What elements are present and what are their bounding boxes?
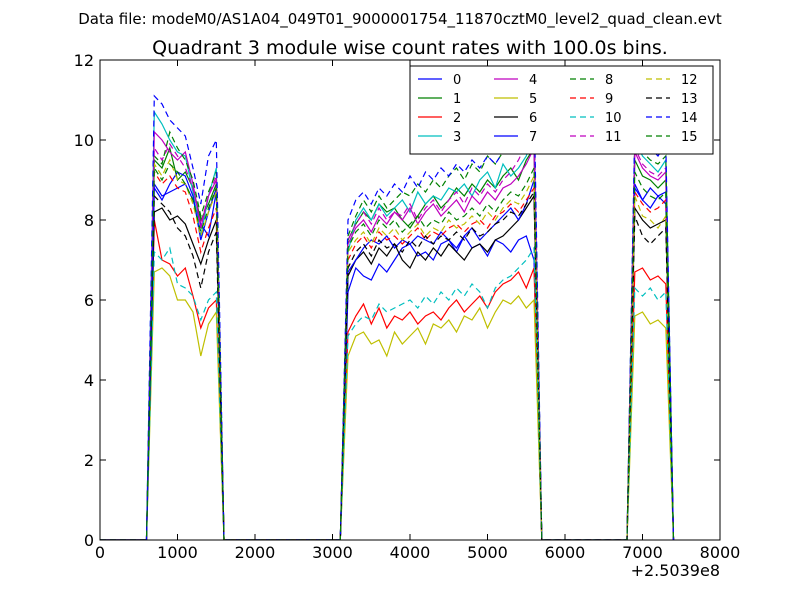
x-tick-label: 0 xyxy=(95,543,105,562)
legend-label: 3 xyxy=(453,130,461,145)
x-tick-label: 1000 xyxy=(157,543,198,562)
series-line-13 xyxy=(100,190,675,540)
legend-label: 15 xyxy=(681,130,698,145)
x-tick-label: 3000 xyxy=(312,543,353,562)
legend-label: 2 xyxy=(453,111,461,126)
legend-label: 14 xyxy=(681,111,698,126)
legend-label: 13 xyxy=(681,92,698,107)
legend-label: 5 xyxy=(529,92,537,107)
legend-label: 8 xyxy=(605,73,613,88)
series-line-3 xyxy=(100,110,675,540)
x-tick-label: 7000 xyxy=(622,543,663,562)
series-line-11 xyxy=(100,119,675,540)
chart-title: Quadrant 3 module wise count rates with … xyxy=(152,37,668,59)
x-tick-label: 5000 xyxy=(467,543,508,562)
legend-label: 10 xyxy=(605,111,622,126)
legend-label: 0 xyxy=(453,73,461,88)
x-tick-label: 8000 xyxy=(700,543,741,562)
legend-label: 7 xyxy=(529,130,537,145)
y-tick-label: 10 xyxy=(74,131,94,150)
x-tick-label: 4000 xyxy=(390,543,431,562)
series-line-12 xyxy=(100,158,675,540)
series-line-1 xyxy=(100,146,675,540)
legend-frame xyxy=(409,65,714,155)
y-tick-label: 8 xyxy=(84,211,94,230)
axis-ticks: 0 1000 2000 3000 4000 5000 6000 7000 80000246810… xyxy=(74,51,741,562)
legend-label: 6 xyxy=(529,111,537,126)
legend-label: 12 xyxy=(681,73,698,88)
series-line-10 xyxy=(100,246,675,540)
legend-label: 9 xyxy=(605,92,613,107)
series-line-14 xyxy=(100,91,675,540)
y-tick-label: 6 xyxy=(84,291,94,310)
y-tick-label: 2 xyxy=(84,451,94,470)
legend-label: 1 xyxy=(453,92,461,107)
series-line-5 xyxy=(100,267,675,540)
legend-label: 4 xyxy=(529,73,537,88)
series-line-2 xyxy=(100,219,675,540)
series-line-15 xyxy=(100,162,675,540)
series-layer xyxy=(100,91,675,540)
x-tick-label: 2000 xyxy=(235,543,276,562)
x-axis-offset-label: +2.5039e8 xyxy=(631,561,720,580)
y-tick-label: 12 xyxy=(74,51,94,70)
y-tick-label: 4 xyxy=(84,371,94,390)
legend-label: 11 xyxy=(605,130,622,145)
x-tick-label: 6000 xyxy=(545,543,586,562)
figure-suptitle: Data file: modeM0/AS1A04_049T01_90000017… xyxy=(78,10,722,29)
y-tick-label: 0 xyxy=(84,531,94,550)
